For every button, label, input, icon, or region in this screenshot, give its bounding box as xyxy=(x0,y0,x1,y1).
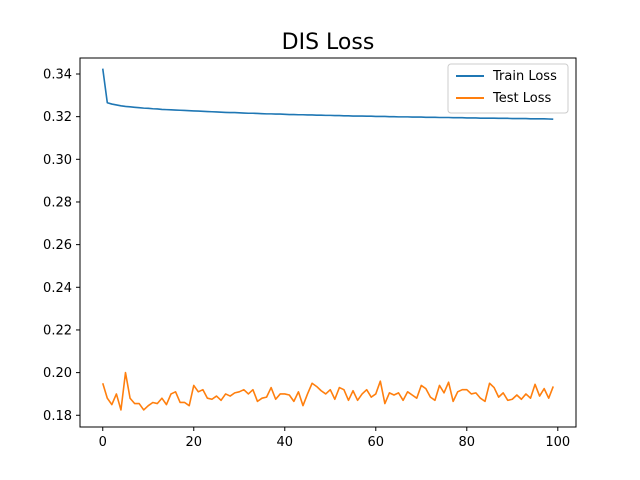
legend-label-test-loss: Test Loss xyxy=(492,91,551,106)
series-line-train-loss xyxy=(101,68,554,121)
legend-label-train-loss: Train Loss xyxy=(492,69,557,84)
series-layer xyxy=(101,68,554,411)
y-tick-label: 0.24 xyxy=(43,281,72,296)
x-tick-label: 40 xyxy=(276,435,293,450)
series-line-test-loss xyxy=(101,371,554,411)
y-tick-label: 0.22 xyxy=(43,323,72,338)
y-tick-label: 0.30 xyxy=(43,153,72,168)
x-tick-label: 20 xyxy=(185,435,202,450)
y-tick-label: 0.20 xyxy=(43,366,72,381)
y-tick-label: 0.34 xyxy=(43,67,72,82)
y-tick-label: 0.28 xyxy=(43,195,72,210)
plot-area-frame xyxy=(79,57,577,428)
y-tick-label: 0.18 xyxy=(43,409,72,424)
x-tick-label: 0 xyxy=(99,435,107,450)
x-tick-label: 60 xyxy=(368,435,385,450)
y-axis: 0.18 0.20 0.22 0.24 0.26 0.28 0.30 0.32 0.34 xyxy=(43,67,80,424)
y-tick-label: 0.26 xyxy=(43,238,72,253)
legend: Train Loss Test Loss xyxy=(447,63,569,114)
chart-title: DIS Loss xyxy=(282,30,375,55)
y-tick-label: 0.32 xyxy=(43,110,72,125)
x-tick-label: 100 xyxy=(545,435,570,450)
x-axis: 0 20 40 60 80 100 xyxy=(99,427,570,450)
x-tick-label: 80 xyxy=(459,435,476,450)
